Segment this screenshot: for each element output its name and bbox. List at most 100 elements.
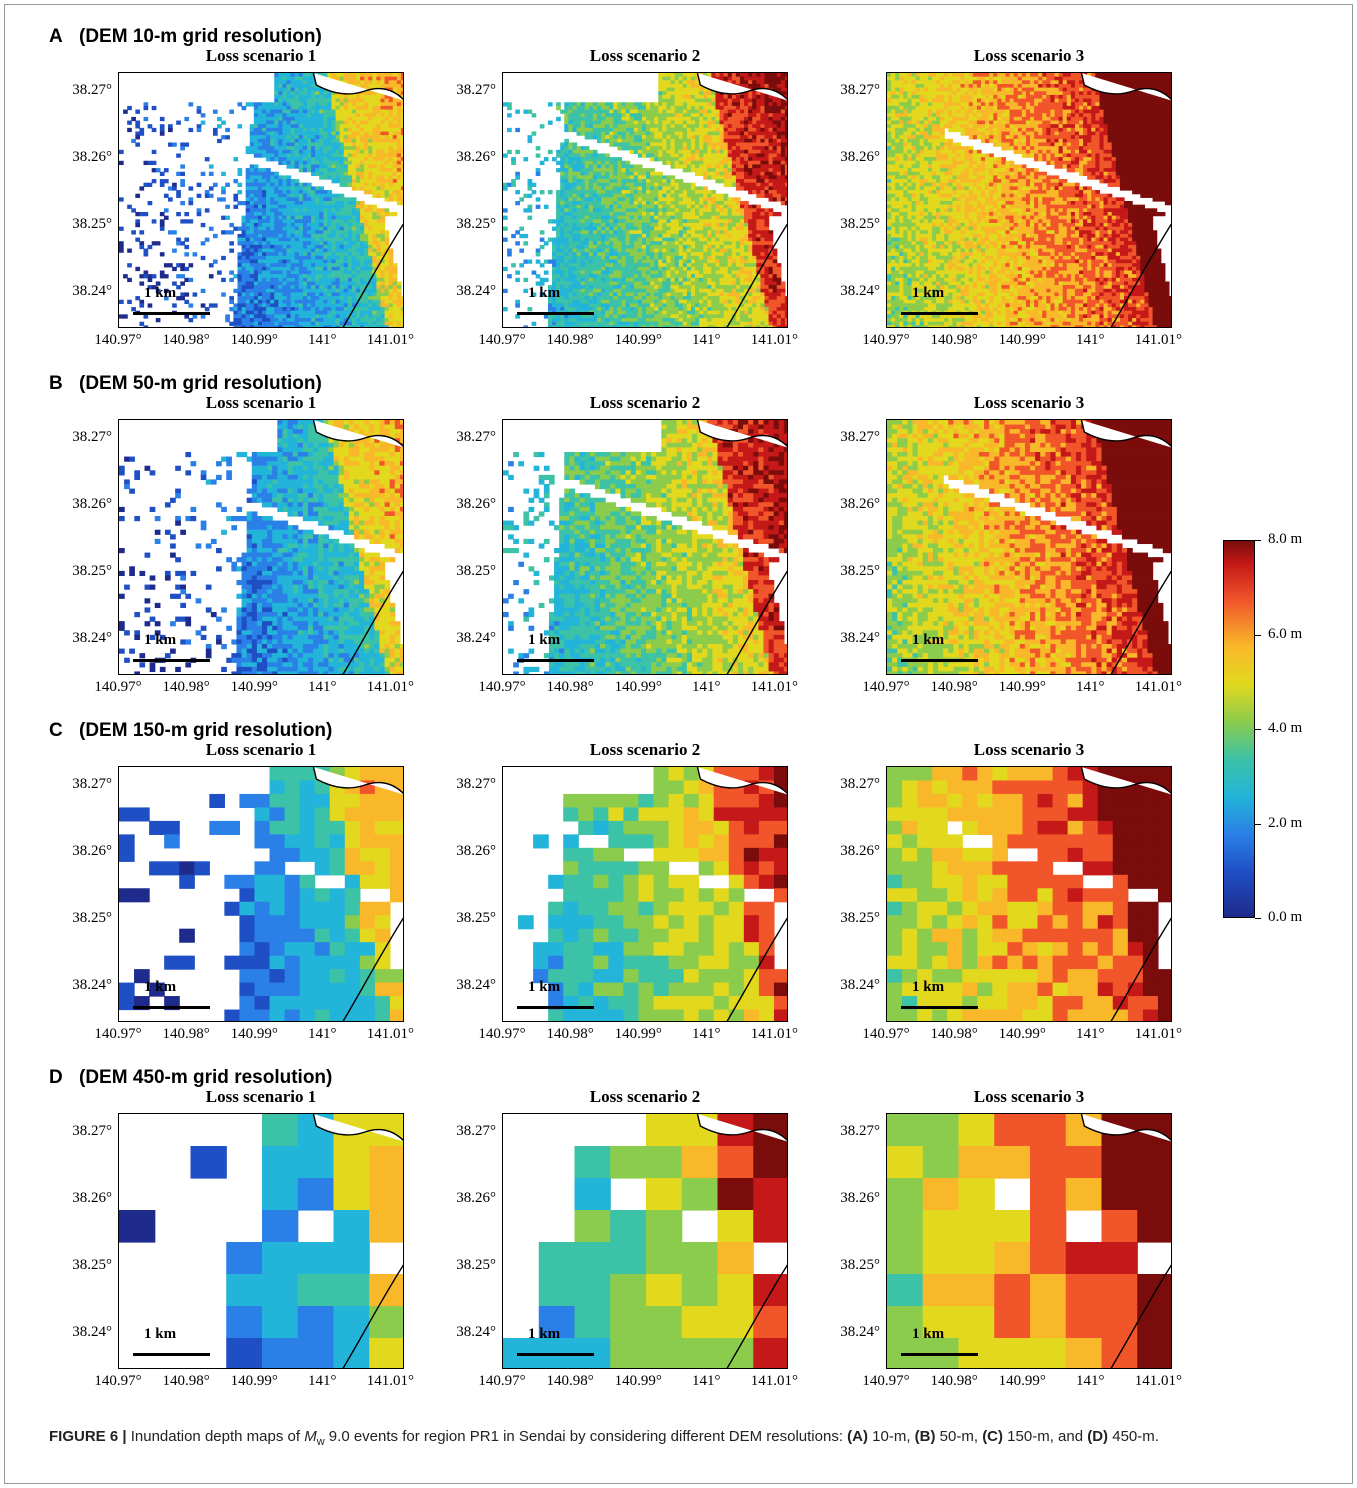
depth-cell [715,131,721,136]
depth-cell [147,285,153,290]
depth-cell [703,105,708,111]
depth-cell [249,135,255,140]
depth-cell [298,259,304,264]
depth-cell [233,314,239,319]
depth-cell [780,153,786,158]
depth-cell [400,193,403,198]
depth-cell [323,266,328,272]
depth-cell [560,179,565,184]
depth-cell [780,73,786,78]
depth-cell [323,204,328,209]
depth-cell [155,168,161,173]
depth-cell [715,105,721,111]
depth-cell [221,292,226,297]
depth-cell [666,204,672,209]
depth-cell [560,149,565,155]
depth-cell [262,292,267,297]
depth-cell [384,80,390,85]
depth-cell [760,113,766,118]
depth-cell [601,179,606,184]
depth-cell [584,113,590,118]
depth-cell [658,201,663,206]
depth-cell [666,190,672,195]
depth-cell [355,146,361,151]
depth-cell [319,91,324,96]
depth-cell [294,299,300,304]
depth-cell [294,98,300,103]
depth-cell [715,102,721,107]
depth-cell [302,197,308,202]
depth-cell [212,109,218,114]
depth-cell [703,197,708,202]
depth-cell [298,135,304,140]
depth-cell [372,296,377,301]
depth-cell [744,146,749,151]
depth-cell [388,318,394,323]
depth-cell [580,105,586,111]
depth-cell [748,182,753,187]
depth-cell [605,102,610,107]
depth-cell [776,98,782,103]
depth-cell [351,274,357,279]
depth-cell [347,149,353,155]
depth-cell [306,277,312,283]
depth-cell [306,116,312,122]
depth-cell [400,116,403,122]
depth-cell [315,149,320,155]
depth-cell [257,153,263,158]
depth-cell [658,124,663,129]
depth-cell [388,120,394,125]
depth-cell [302,157,308,162]
depth-cell [515,149,520,155]
depth-cell [735,124,741,129]
depth-cell [298,73,304,78]
depth-cell [327,153,333,158]
depth-cell [768,127,774,133]
depth-cell [266,186,271,191]
depth-cell [621,120,627,125]
depth-cell [654,124,659,129]
depth-cell [601,219,606,224]
depth-cell [584,182,590,187]
depth-cell [257,244,263,250]
depth-cell [355,153,361,158]
depth-cell [331,175,337,180]
depth-cell [262,182,267,187]
depth-cell [380,142,386,147]
depth-cell [311,76,316,81]
depth-cell [678,135,684,140]
depth-cell [715,226,721,231]
depth-cell [368,237,373,242]
depth-cell [262,314,267,319]
depth-cell [605,160,610,166]
depth-cell [376,102,382,107]
depth-cell [658,230,663,235]
depth-cell [784,138,787,144]
depth-cell [249,292,255,297]
depth-cell [278,321,284,326]
depth-cell [253,325,259,327]
depth-cell [290,255,296,261]
depth-cell [270,226,275,231]
depth-cell [629,175,635,180]
depth-cell [654,171,659,176]
depth-cell [527,193,533,198]
depth-cell [360,270,365,275]
depth-cell [294,292,300,297]
depth-cell [355,226,361,231]
depth-cell [331,149,337,155]
depth-cell [384,138,390,144]
depth-cell [343,157,349,162]
depth-cell [339,270,345,275]
depth-cell [760,168,766,173]
depth-cell [306,131,312,136]
depth-cell [723,109,729,114]
depth-cell [286,226,292,231]
depth-cell [294,197,300,202]
depth-cell [372,310,377,315]
depth-cell [364,307,369,312]
depth-cell [658,83,663,89]
depth-cell [372,146,377,151]
depth-cell [364,113,369,118]
depth-cell [311,116,316,122]
